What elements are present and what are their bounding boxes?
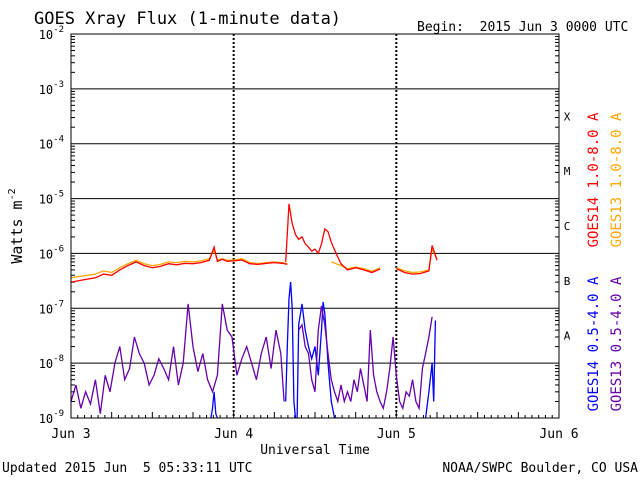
series-line <box>71 303 285 414</box>
credit-text: NOAA/SWPC Boulder, CO USA <box>442 461 638 476</box>
x-tick-labels: Jun 3 Jun 4 Jun 5 Jun 6 <box>51 427 578 442</box>
y-tick-label: 10-4 <box>39 135 64 152</box>
y-tick-label: 10-2 <box>39 25 64 42</box>
legend-entry: GOES13 1.0-8.0 A <box>609 112 625 247</box>
y-axis-label-sup: -2 <box>7 188 18 200</box>
legend-entry: GOES14 0.5-4.0 A <box>586 276 602 411</box>
series-line <box>285 282 341 418</box>
legend-entry: GOES13 0.5-4.0 A <box>609 276 625 411</box>
y-tick-base: 10 <box>39 302 53 316</box>
y-tick-base: 10 <box>39 28 53 42</box>
legend-entry: GOES14 1.0-8.0 A <box>586 112 602 247</box>
series-line <box>424 320 437 418</box>
series-line <box>285 203 381 274</box>
series-line <box>396 245 438 275</box>
y-tick-label: 10-6 <box>39 244 64 261</box>
flare-class-label: B <box>564 275 571 288</box>
flare-class-labels: A B C M X <box>564 110 571 342</box>
flare-class-label: M <box>564 165 571 178</box>
y-tick-exponent: -2 <box>53 25 64 35</box>
y-tick-label: 10-8 <box>39 354 64 371</box>
y-tick-exponent: -8 <box>53 354 64 364</box>
series-goes14-1-0-8-0-a <box>71 203 438 283</box>
series-line <box>298 305 433 411</box>
flare-class-label: A <box>564 330 571 343</box>
series-line <box>71 244 288 283</box>
y-tick-base: 10 <box>39 357 53 371</box>
y-axis-label: Watts m-2 <box>7 188 26 263</box>
y-tick-label: 10-7 <box>39 299 64 316</box>
y-tick-base: 10 <box>39 83 53 97</box>
y-tick-base: 10 <box>39 412 53 426</box>
series-goes13-0-5-4-0-a <box>71 303 433 414</box>
series-line <box>71 248 288 279</box>
y-axis-label-base: Watts m <box>8 200 26 263</box>
begin-date: Begin: 2015 Jun 3 0000 UTC <box>417 20 628 35</box>
y-tick-exponent: -3 <box>53 80 64 90</box>
y-tick-exponent: -6 <box>53 244 64 254</box>
legend: GOES14 1.0-8.0 A GOES13 1.0-8.0 A GOES14 0… <box>586 112 625 411</box>
series-layer <box>71 203 438 418</box>
chart-title: GOES Xray Flux (1-minute data) <box>34 9 341 29</box>
flare-class-label: C <box>564 220 571 233</box>
y-tick-exponent: -5 <box>53 190 64 200</box>
x-tick-label: Jun 6 <box>539 427 578 442</box>
x-axis-label: Universal Time <box>260 443 370 458</box>
y-tick-label: 10-9 <box>39 409 64 426</box>
y-tick-base: 10 <box>39 247 53 261</box>
y-tick-label: 10-5 <box>39 190 64 207</box>
x-tick-label: Jun 5 <box>377 427 416 442</box>
series-line <box>331 261 381 273</box>
updated-timestamp: Updated 2015 Jun 5 05:33:11 UTC <box>2 461 252 476</box>
series-line <box>210 391 219 418</box>
plot-frame <box>70 33 560 419</box>
y-tick-base: 10 <box>39 193 53 207</box>
y-tick-label: 10-3 <box>39 80 64 97</box>
y-tick-exponent: -7 <box>53 299 64 309</box>
x-tick-label: Jun 4 <box>214 427 253 442</box>
x-tick-label: Jun 3 <box>51 427 90 442</box>
y-tick-exponent: -9 <box>53 409 64 419</box>
y-tick-labels: 10-910-810-710-610-510-410-310-2 <box>39 25 64 426</box>
flare-class-label: X <box>564 110 571 123</box>
y-tick-base: 10 <box>39 138 53 152</box>
series-goes14-0-5-4-0-a <box>210 282 437 418</box>
y-tick-exponent: -4 <box>53 135 64 145</box>
